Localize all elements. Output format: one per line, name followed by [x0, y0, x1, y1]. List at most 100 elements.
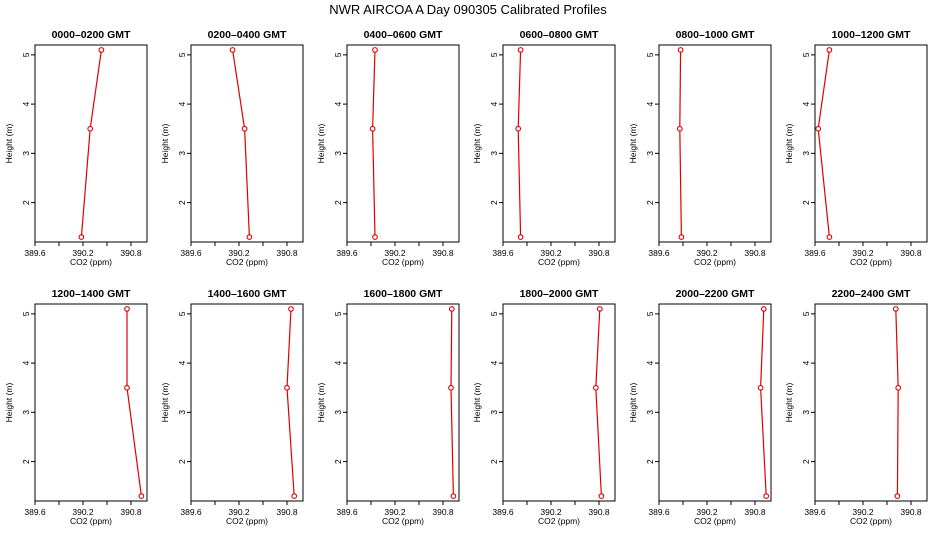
- plot-frame: [658, 44, 772, 243]
- data-point: [448, 384, 454, 391]
- y-axis-label: Height (m): [628, 124, 638, 164]
- data-point: [288, 306, 294, 312]
- data-point: [826, 234, 833, 240]
- x-tick-label: 389.6: [648, 248, 670, 258]
- x-tick-label: 390.2: [540, 248, 562, 258]
- data-point: [763, 493, 770, 499]
- data-point: [78, 234, 85, 240]
- y-tick-label: 5: [645, 311, 655, 316]
- panel-title: 2200–2400 GMT: [832, 288, 911, 300]
- y-tick-label: 4: [489, 360, 499, 365]
- plot-frame: [190, 44, 304, 243]
- plot-frame: [502, 44, 616, 243]
- panel-title: 2000–2200 GMT: [676, 288, 755, 300]
- panel-2000-2200: 2000–2200 GMT 389.6 390.2 390.8 CO2 (ppm) 2 3 4…: [628, 288, 772, 526]
- data-point: [676, 125, 683, 132]
- x-tick-label: 390.2: [72, 507, 94, 517]
- x-tick-label: 390.2: [384, 248, 406, 258]
- x-axis-label: CO2 (ppm): [850, 516, 892, 526]
- panel-0000-0200: 0000–0200 GMT 389.6 390.2 390.8 CO2 (ppm) 2 3 4…: [4, 29, 148, 267]
- series-line: [895, 308, 899, 497]
- y-tick-label: 5: [489, 52, 499, 57]
- y-tick-label: 2: [21, 200, 31, 205]
- series-line: [517, 49, 522, 238]
- data-point: [815, 125, 822, 132]
- plot-frame: [346, 303, 460, 502]
- panel-0200-0400: 0200–0400 GMT 389.6 390.2 390.8 CO2 (ppm) 2 3 4…: [160, 29, 304, 267]
- y-tick-label: 5: [21, 52, 31, 57]
- plot-frame: [346, 44, 460, 243]
- series-line: [817, 49, 830, 238]
- panel-title: 0400–0600 GMT: [364, 29, 443, 41]
- series-line: [286, 308, 295, 497]
- series-line: [80, 49, 102, 238]
- y-tick-label: 5: [177, 52, 187, 57]
- x-axis-label: CO2 (ppm): [226, 257, 268, 267]
- y-tick-label: 4: [177, 360, 187, 365]
- x-tick-label: 390.8: [744, 248, 766, 258]
- data-point: [229, 47, 236, 53]
- data-point: [895, 384, 902, 391]
- y-axis-label: Height (m): [472, 383, 482, 423]
- y-tick-label: 3: [645, 410, 655, 415]
- data-point: [598, 493, 605, 499]
- y-tick-label: 2: [177, 200, 187, 205]
- data-point: [372, 234, 378, 240]
- y-axis-label: Height (m): [784, 124, 794, 164]
- y-tick-label: 5: [801, 52, 811, 57]
- y-tick-label: 3: [333, 410, 343, 415]
- panel-1200-1400: 1200–1400 GMT 389.6 390.2 390.8 CO2 (ppm) 2 3 4…: [4, 288, 148, 526]
- y-tick-label: 5: [333, 52, 343, 57]
- y-tick-label: 3: [333, 151, 343, 156]
- x-tick-label: 389.6: [180, 248, 202, 258]
- data-point: [894, 493, 901, 499]
- data-point: [246, 234, 253, 240]
- y-tick-label: 3: [21, 151, 31, 156]
- x-tick-label: 390.8: [900, 248, 922, 258]
- y-tick-label: 2: [801, 200, 811, 205]
- plot-frame: [658, 303, 772, 502]
- x-tick-label: 390.8: [432, 248, 454, 258]
- y-tick-label: 4: [21, 101, 31, 106]
- plot-frame: [34, 44, 148, 243]
- x-axis-label: CO2 (ppm): [226, 516, 268, 526]
- y-tick-label: 5: [645, 52, 655, 57]
- x-tick-label: 389.6: [492, 248, 514, 258]
- data-point: [124, 306, 130, 312]
- x-tick-label: 390.2: [540, 507, 562, 517]
- y-tick-label: 5: [333, 311, 343, 316]
- data-point: [517, 234, 524, 240]
- x-tick-label: 390.8: [276, 248, 298, 258]
- data-point: [291, 493, 298, 499]
- y-tick-label: 5: [177, 311, 187, 316]
- y-tick-label: 2: [489, 459, 499, 464]
- data-point: [515, 125, 522, 132]
- y-tick-label: 4: [645, 360, 655, 365]
- x-tick-label: 390.8: [432, 507, 454, 517]
- panel-grid: 0000–0200 GMT 389.6 390.2 390.8 CO2 (ppm) 2 3 4…: [4, 29, 928, 526]
- series-line: [450, 308, 454, 497]
- data-point: [284, 384, 290, 391]
- series-line: [679, 49, 682, 238]
- plot-frame: [34, 303, 148, 502]
- y-axis-label: Height (m): [316, 383, 326, 423]
- plot-frame: [814, 44, 928, 243]
- y-tick-label: 4: [801, 360, 811, 365]
- x-axis-label: CO2 (ppm): [382, 257, 424, 267]
- x-tick-label: 390.2: [228, 507, 250, 517]
- data-point: [372, 47, 378, 53]
- y-tick-label: 2: [177, 459, 187, 464]
- data-point: [592, 384, 599, 391]
- series-line: [595, 308, 602, 497]
- y-tick-label: 2: [645, 200, 655, 205]
- y-axis-label: Height (m): [784, 383, 794, 423]
- x-tick-label: 390.2: [852, 507, 874, 517]
- data-point: [517, 47, 524, 53]
- y-tick-label: 4: [489, 101, 499, 106]
- y-tick-label: 4: [333, 101, 343, 106]
- data-point: [448, 306, 455, 312]
- y-tick-label: 3: [21, 410, 31, 415]
- panel-0800-1000: 0800–1000 GMT 389.6 390.2 390.8 CO2 (ppm) 2 3 4…: [628, 29, 772, 267]
- panel-title: 1400–1600 GMT: [208, 288, 287, 300]
- data-point: [369, 125, 376, 132]
